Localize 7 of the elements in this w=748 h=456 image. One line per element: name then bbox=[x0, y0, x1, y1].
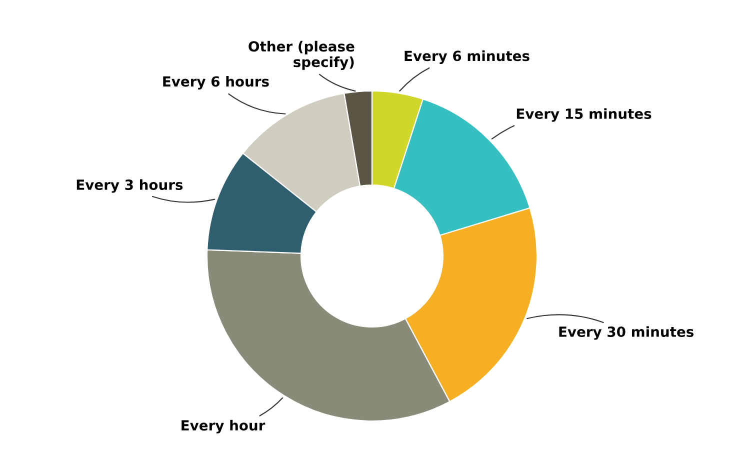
slice-label: Other (please specify) bbox=[248, 40, 354, 70]
slice-label: Every 15 minutes bbox=[516, 108, 652, 122]
slice-label: Every 30 minutes bbox=[559, 326, 694, 340]
slice-label: Every 6 minutes bbox=[404, 50, 530, 64]
slice-label: Every 3 hours bbox=[76, 179, 183, 193]
slice-label: Every hour bbox=[182, 420, 266, 434]
slice-label: Every 6 hours bbox=[163, 76, 269, 90]
